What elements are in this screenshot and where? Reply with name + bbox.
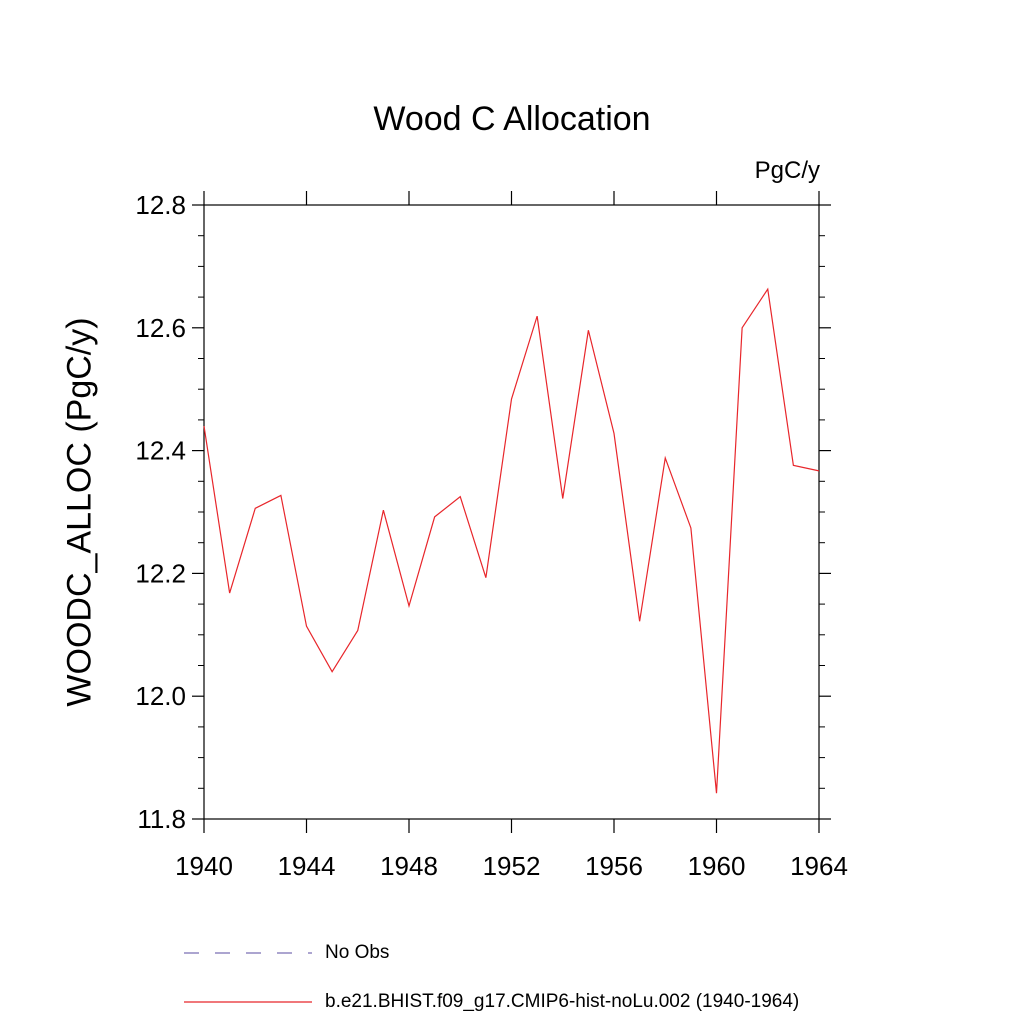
y-tick-label: 12.4 <box>135 436 186 466</box>
x-tick-label: 1948 <box>380 851 438 881</box>
y-tick-label: 12.2 <box>135 558 186 588</box>
plot-frame <box>203 204 820 820</box>
legend-label-series: b.e21.BHIST.f09_g17.CMIP6-hist-noLu.002 … <box>325 991 800 1012</box>
x-tick-label: 1964 <box>790 851 848 881</box>
x-tick-label: 1940 <box>175 851 233 881</box>
series-line-0 <box>203 287 820 794</box>
y-tick-label: 12.0 <box>135 681 186 711</box>
x-tick-label: 1956 <box>585 851 643 881</box>
y-tick-label: 12.8 <box>135 190 186 220</box>
x-tick-label: 1952 <box>483 851 541 881</box>
legend-label-no-obs: No Obs <box>325 942 390 963</box>
units-label: PgC/y <box>754 157 820 184</box>
y-tick-label: 12.6 <box>135 313 186 343</box>
x-tick-label: 1944 <box>278 851 336 881</box>
x-tick-label: 1960 <box>688 851 746 881</box>
chart-title: Wood C Allocation <box>373 100 651 138</box>
y-tick-label: 11.8 <box>137 804 186 834</box>
